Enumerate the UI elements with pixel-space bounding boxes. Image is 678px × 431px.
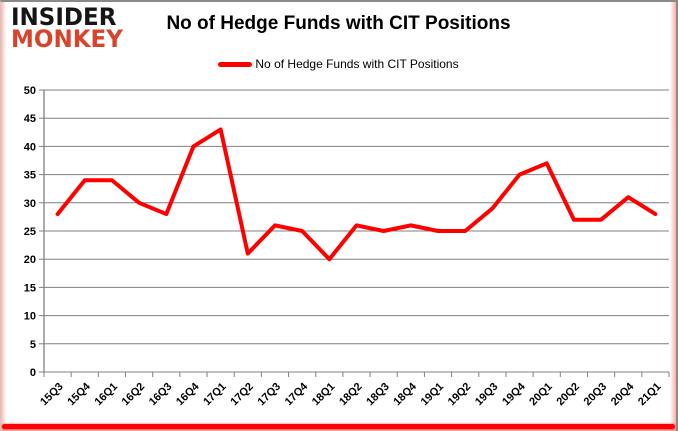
svg-text:35: 35 (24, 170, 36, 182)
svg-text:25: 25 (24, 226, 36, 238)
legend-line-swatch (218, 61, 253, 67)
legend-label: No of Hedge Funds with CIT Positions (255, 57, 459, 71)
svg-text:10: 10 (24, 311, 36, 323)
svg-text:18Q4: 18Q4 (391, 380, 419, 408)
insider-monkey-logo: INSIDER MONKEY (11, 4, 123, 54)
chart-title: No of Hedge Funds with CIT Positions (166, 13, 511, 34)
svg-text:20Q1: 20Q1 (527, 381, 555, 409)
svg-text:30: 30 (24, 198, 36, 210)
svg-text:20Q4: 20Q4 (609, 380, 637, 408)
svg-text:19Q2: 19Q2 (446, 381, 474, 409)
svg-text:15Q4: 15Q4 (65, 380, 93, 408)
svg-text:15Q3: 15Q3 (38, 381, 66, 409)
svg-text:21Q1: 21Q1 (636, 381, 664, 409)
svg-text:20Q2: 20Q2 (554, 381, 582, 409)
svg-text:20Q3: 20Q3 (582, 381, 610, 409)
svg-text:18Q1: 18Q1 (310, 381, 338, 409)
svg-text:16Q1: 16Q1 (93, 381, 121, 409)
svg-text:19Q1: 19Q1 (419, 381, 447, 409)
x-tick-labels: 15Q3 15Q4 16Q1 16Q2 16Q3 16Q4 17Q1 17Q2 17Q3 17Q4… (38, 380, 663, 408)
svg-text:5: 5 (30, 339, 36, 351)
y-tick-labels: 0 5 10 15 20 25 30 35 40 45 50 (24, 85, 36, 379)
svg-text:18Q2: 18Q2 (337, 381, 365, 409)
svg-text:17Q2: 17Q2 (228, 381, 256, 409)
svg-text:18Q3: 18Q3 (364, 381, 392, 409)
svg-text:17Q1: 17Q1 (201, 381, 229, 409)
chart-legend: No of Hedge Funds with CIT Positions (1, 57, 676, 71)
bottom-red-bar (2, 424, 675, 429)
svg-text:45: 45 (24, 113, 36, 125)
svg-text:20: 20 (24, 254, 36, 266)
svg-text:40: 40 (24, 141, 36, 153)
gridlines (44, 89, 669, 373)
axes (39, 89, 670, 377)
svg-text:50: 50 (24, 85, 36, 97)
svg-text:0: 0 (30, 367, 36, 379)
svg-text:19Q4: 19Q4 (500, 380, 528, 408)
series-line (55, 127, 658, 262)
logo-text-insider: INSIDER (11, 4, 117, 32)
logo-text-monkey: MONKEY (11, 26, 123, 54)
svg-text:19Q3: 19Q3 (473, 381, 501, 409)
svg-text:15: 15 (24, 282, 36, 294)
svg-text:16Q2: 16Q2 (120, 381, 148, 409)
svg-text:16Q4: 16Q4 (174, 380, 202, 408)
svg-text:17Q4: 17Q4 (283, 380, 311, 408)
svg-text:17Q3: 17Q3 (256, 381, 284, 409)
svg-text:16Q3: 16Q3 (147, 381, 175, 409)
